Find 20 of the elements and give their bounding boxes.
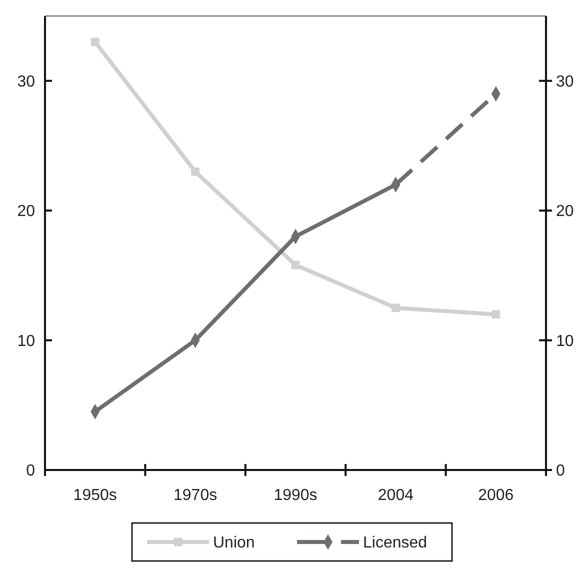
x-tick-label: 1990s: [274, 487, 318, 504]
y2-tick-label: 20: [556, 203, 574, 220]
point: [191, 167, 200, 176]
point: [492, 310, 500, 319]
legend-label: Union: [213, 534, 255, 552]
x-tick-label: 1970s: [174, 487, 218, 504]
x-tick-label: 2006: [478, 487, 514, 504]
y-tick-label: 20: [17, 203, 36, 220]
point: [90, 38, 100, 46]
point: [392, 304, 400, 312]
y2-tick-label: 30: [556, 73, 574, 90]
x-tick-label: 2004: [378, 487, 414, 504]
y-tick-label: 0: [26, 462, 36, 480]
y-tick-label: 30: [17, 73, 36, 90]
legend-label: Licensed: [363, 534, 428, 552]
y2-tick-label: 10: [556, 332, 574, 350]
x-tick-label: 1950s: [73, 487, 117, 504]
y2-tick-label: 0: [556, 462, 565, 480]
y-tick-label: 10: [17, 332, 36, 350]
point: [291, 260, 300, 270]
